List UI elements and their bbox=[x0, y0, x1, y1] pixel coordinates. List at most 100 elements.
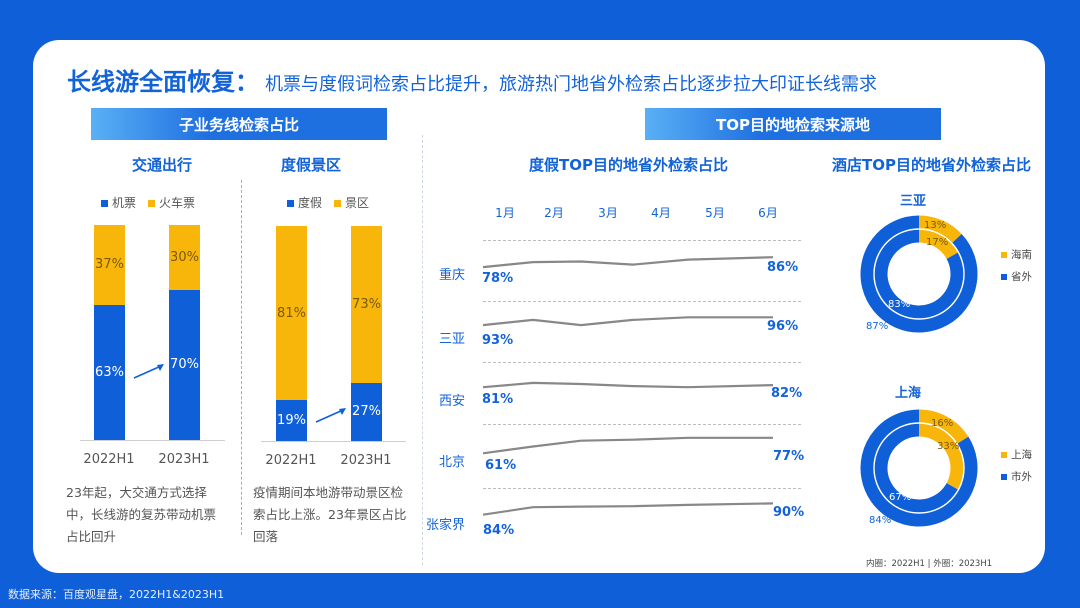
legend-label: 度假 bbox=[298, 196, 323, 210]
vacation-x-axis bbox=[261, 441, 406, 442]
row-separator bbox=[483, 424, 801, 425]
end-value: 90% bbox=[773, 505, 805, 520]
series-line-3 bbox=[482, 436, 773, 455]
legend-item: 景区 bbox=[334, 194, 369, 211]
traffic-x-label: 2023H1 bbox=[158, 452, 210, 467]
seg-holiday-2023: 27% bbox=[351, 382, 382, 441]
donut-1-inner-slice-1 bbox=[874, 423, 958, 513]
line-chart-title: 度假TOP目的地省外检索占比 bbox=[529, 156, 728, 174]
legend-item: 火车票 bbox=[148, 194, 195, 211]
right-banner: TOP目的地检索来源地 bbox=[645, 108, 941, 140]
donut-0-outer-slice-1 bbox=[860, 215, 978, 333]
donut-0-gap bbox=[873, 228, 965, 320]
left-banner: 子业务线检索占比 bbox=[91, 108, 387, 140]
donut-0-inner-slice-1 bbox=[874, 229, 964, 319]
donut-legend-item: 省外 bbox=[1001, 269, 1032, 284]
donut-1-inner-slice-0 bbox=[918, 423, 964, 490]
month-label: 6月 bbox=[758, 206, 778, 220]
bar-traffic-2022: 63% 37% bbox=[94, 225, 125, 440]
city-label-zhangjiajie: 张家界 bbox=[425, 518, 465, 533]
start-value: 93% bbox=[482, 333, 514, 348]
legend-swatch bbox=[1001, 474, 1007, 480]
donut-1-outer-slice-0 bbox=[918, 409, 969, 444]
row-separator bbox=[483, 240, 801, 241]
donut-label: 87% bbox=[866, 321, 889, 332]
donut-footnote: 内圈：2022H1 | 外圈：2023H1 bbox=[866, 559, 993, 569]
city-label-xian: 西安 bbox=[438, 394, 465, 409]
legend-label: 景区 bbox=[345, 196, 370, 210]
seg-train-2023: 30% bbox=[169, 225, 200, 290]
content-card: 长线游全面恢复： 机票与度假词检索占比提升，旅游热门地省外检索占比逐步拉大印证长线… bbox=[33, 40, 1045, 573]
bar-vacation-2022: 19% 81% bbox=[276, 226, 307, 441]
title-main: 长线游全面恢复： bbox=[67, 68, 259, 96]
month-label: 3月 bbox=[598, 206, 618, 220]
line-chart-canvas bbox=[482, 256, 774, 516]
seg-flight-2023: 70% bbox=[169, 289, 200, 440]
city-label-beijing: 北京 bbox=[438, 455, 465, 470]
donut-label: 84% bbox=[869, 515, 892, 526]
series-line-4 bbox=[482, 502, 774, 516]
page-title: 长线游全面恢复： 机票与度假词检索占比提升，旅游热门地省外检索占比逐步拉大印证长线… bbox=[67, 62, 877, 97]
seg-scenic-2023: 73% bbox=[351, 226, 382, 383]
row-separator bbox=[483, 488, 801, 489]
legend-swatch bbox=[1001, 452, 1007, 458]
donut-label: 16% bbox=[931, 418, 954, 429]
end-value: 86% bbox=[767, 260, 799, 275]
vacation-chart-title: 度假景区 bbox=[281, 156, 342, 174]
city-label-sanya: 三亚 bbox=[438, 332, 465, 347]
legend-swatch bbox=[1001, 274, 1007, 280]
legend-swatch bbox=[101, 200, 108, 207]
traffic-legend: 机票 火车票 bbox=[101, 194, 195, 211]
traffic-note: 23年起，大交通方式选择中，长线游的复苏带动机票占比回升 bbox=[66, 485, 217, 544]
legend-swatch bbox=[148, 200, 156, 207]
donut-canvas bbox=[860, 215, 978, 527]
donut-label: 83% bbox=[888, 299, 911, 310]
seg-flight-2022: 63% bbox=[94, 304, 125, 440]
city-label-chongqing: 重庆 bbox=[438, 268, 465, 283]
vacation-x-label: 2022H1 bbox=[265, 453, 317, 468]
legend-swatch bbox=[287, 200, 294, 207]
seg-holiday-2022: 19% bbox=[276, 400, 307, 441]
legend-item: 机票 bbox=[101, 194, 136, 211]
donut-0-inner-slice-0 bbox=[918, 229, 958, 260]
title-sub: 机票与度假词检索占比提升，旅游热门地省外检索占比逐步拉大印证长线需求 bbox=[265, 74, 877, 95]
vacation-x-label: 2023H1 bbox=[340, 453, 392, 468]
vacation-note: 疫情期间本地游带动景区检索占比上涨。23年景区占比回落 bbox=[253, 485, 407, 544]
month-label: 5月 bbox=[705, 206, 725, 220]
row-separator bbox=[483, 362, 801, 363]
donut-1-gap bbox=[873, 422, 965, 514]
section-divider bbox=[422, 135, 423, 565]
legend-swatch bbox=[334, 200, 342, 207]
donut-legend-item: 海南 bbox=[1001, 247, 1032, 262]
donut-legend-item: 市外 bbox=[1001, 469, 1032, 484]
bar-vacation-2023: 27% 73% bbox=[351, 226, 382, 441]
end-value: 82% bbox=[771, 386, 803, 401]
seg-train-2022: 37% bbox=[94, 225, 125, 305]
series-line-0 bbox=[482, 256, 774, 269]
legend-swatch bbox=[1001, 252, 1007, 258]
end-value: 77% bbox=[773, 449, 805, 464]
series-line-1 bbox=[482, 316, 773, 327]
month-label: 1月 bbox=[495, 206, 515, 220]
legend-label: 火车票 bbox=[159, 196, 196, 210]
data-source: 数据来源：百度观星盘，2022H1&2023H1 bbox=[8, 588, 225, 601]
donut-title-sanya: 三亚 bbox=[899, 194, 927, 209]
donut-legend-item: 上海 bbox=[1001, 447, 1032, 462]
donut-0-outer-slice-0 bbox=[918, 215, 962, 244]
seg-scenic-2022: 81% bbox=[276, 226, 307, 401]
bar-traffic-2023: 70% 30% bbox=[169, 225, 200, 440]
donut-label: 13% bbox=[924, 220, 947, 231]
traffic-growth-arrow bbox=[133, 364, 164, 379]
month-label: 2月 bbox=[544, 206, 564, 220]
legend-label: 海南 bbox=[1011, 249, 1032, 261]
donut-label: 33% bbox=[937, 441, 960, 452]
traffic-chart-title: 交通出行 bbox=[132, 156, 193, 174]
month-label: 4月 bbox=[651, 206, 671, 220]
start-value: 78% bbox=[482, 271, 514, 286]
legend-label: 省外 bbox=[1011, 271, 1032, 283]
legend-label: 机票 bbox=[112, 196, 137, 210]
donut-label: 67% bbox=[889, 492, 912, 503]
traffic-x-label: 2022H1 bbox=[83, 452, 135, 467]
start-value: 61% bbox=[485, 458, 517, 473]
vacation-legend: 度假 景区 bbox=[287, 194, 369, 211]
